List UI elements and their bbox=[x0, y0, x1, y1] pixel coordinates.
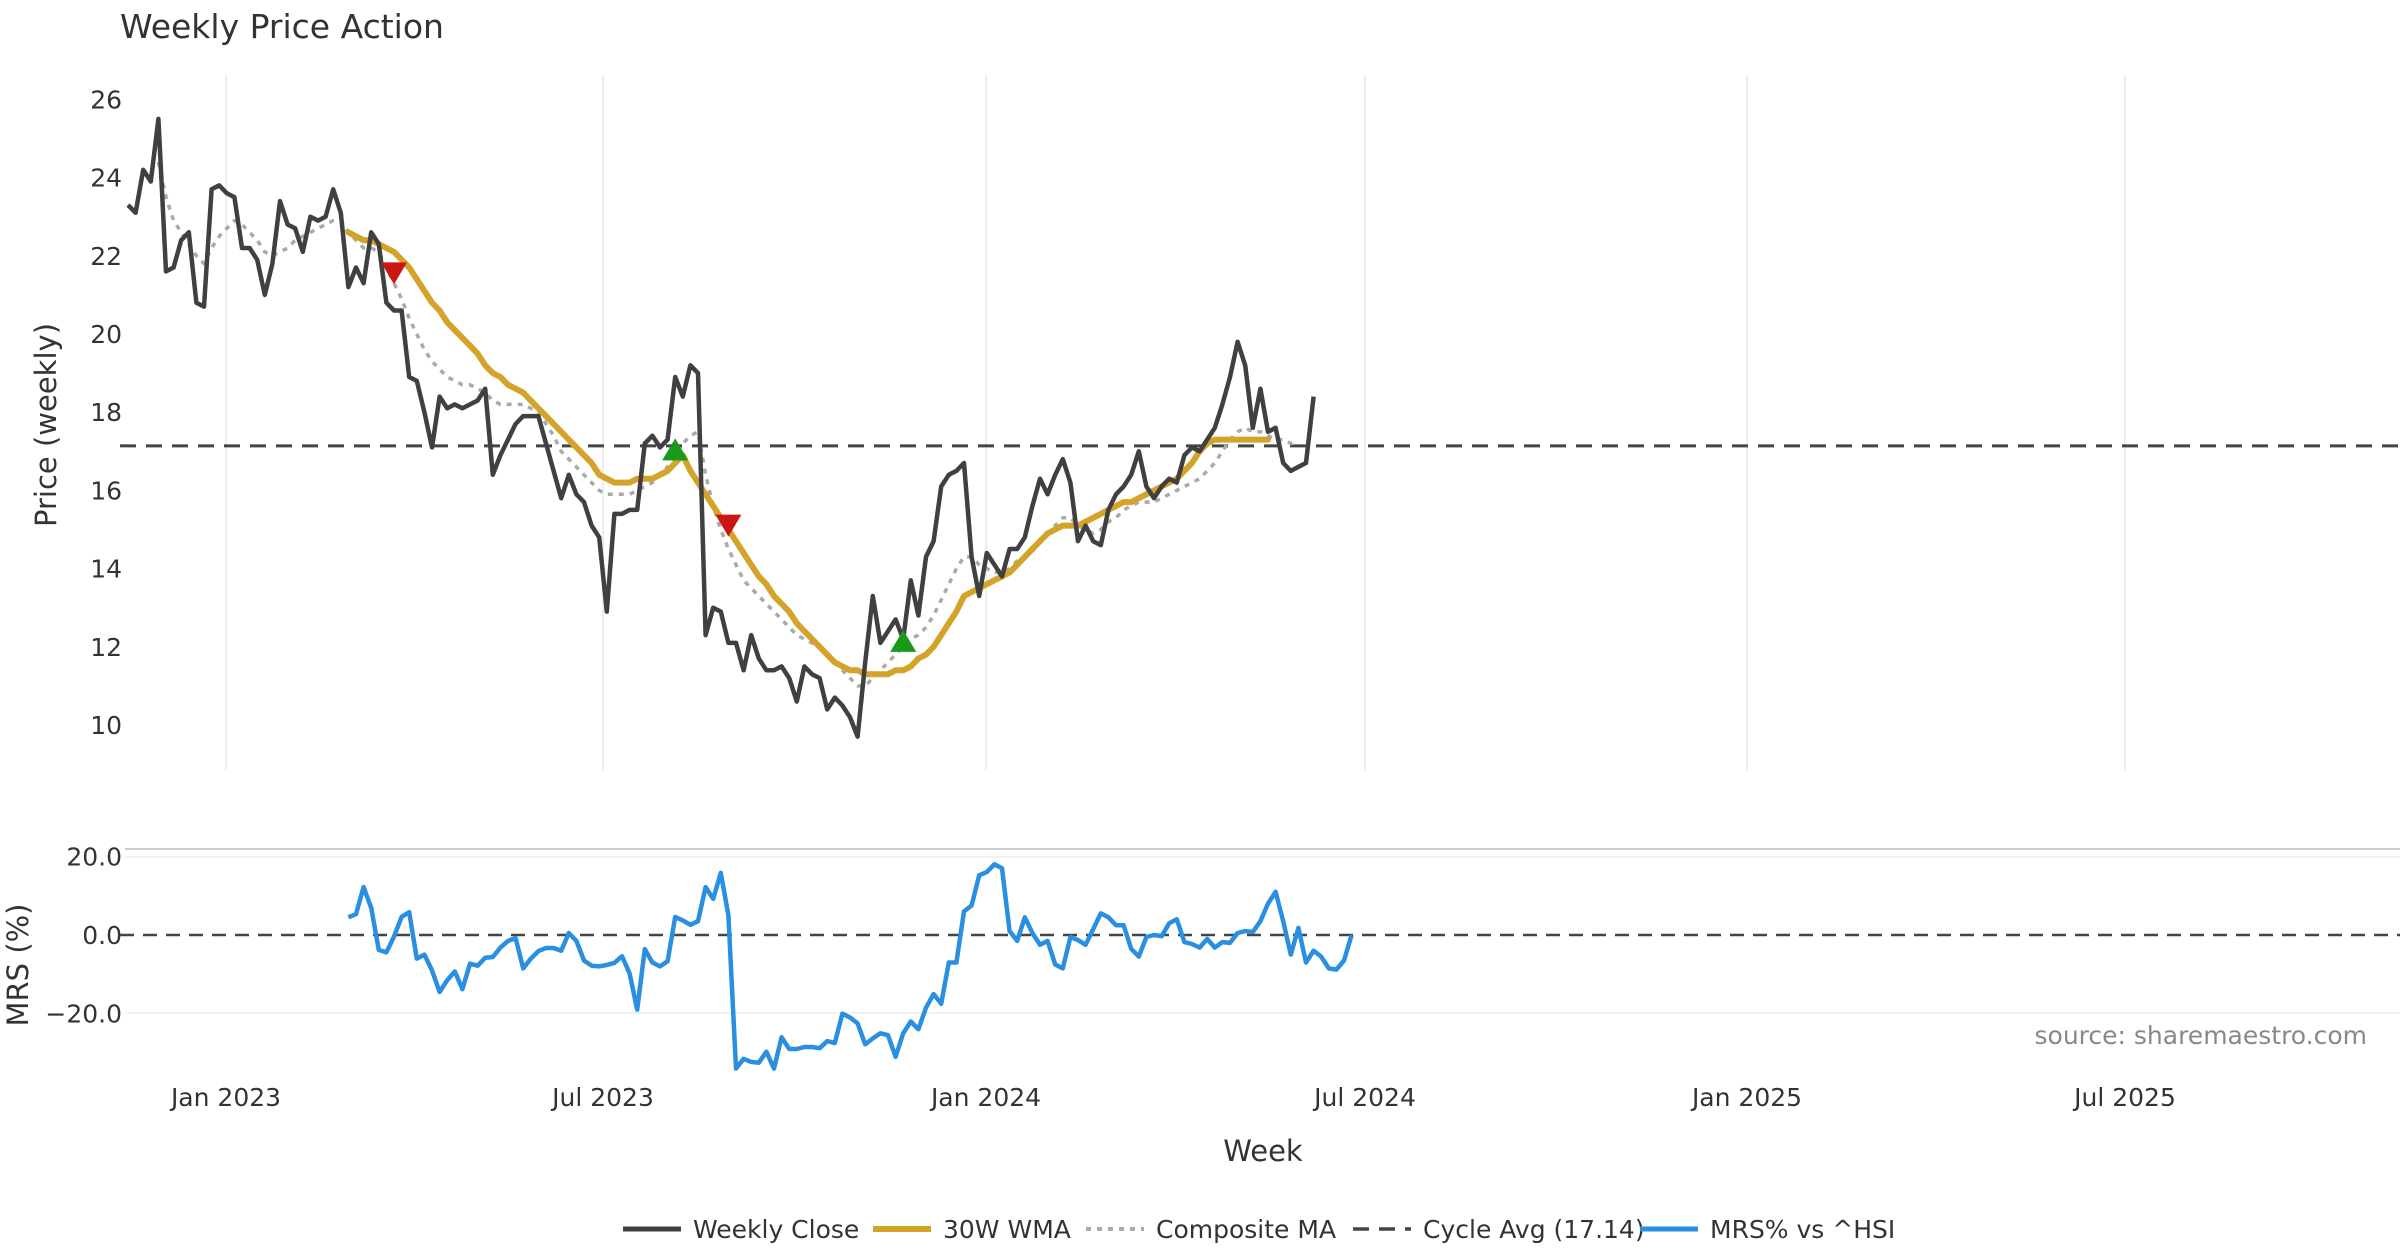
legend-label-4: MRS% vs ^HSI bbox=[1710, 1215, 1895, 1244]
price-y-tick-12: 12 bbox=[90, 633, 122, 662]
x-axis-ticks: Jan 2023 Jul 2023 Jan 2024 Jul 2024 Jan 2025… bbox=[169, 1083, 2176, 1112]
price-panel-grid bbox=[225, 75, 2126, 770]
mrs-y-axis-label: MRS (%) bbox=[1, 904, 35, 1027]
chart-title: Weekly Price Action bbox=[120, 7, 444, 46]
wma-30w-line bbox=[345, 229, 1271, 678]
mrs-line bbox=[347, 862, 1354, 1071]
mrs-series-group bbox=[120, 862, 2400, 1071]
legend-label-1: 30W WMA bbox=[943, 1215, 1071, 1244]
x-tick-4: Jan 2025 bbox=[1690, 1083, 1802, 1112]
price-series-group bbox=[126, 116, 1316, 739]
sell-signal-marker-0 bbox=[381, 262, 407, 285]
price-y-tick-22: 22 bbox=[90, 242, 122, 271]
legend: Weekly Close 30W WMA Composite MA Cycle Avg… bbox=[623, 1215, 1895, 1244]
mrs-y-tick-0: 20.0 bbox=[66, 842, 122, 871]
price-y-axis-label: Price (weekly) bbox=[29, 323, 63, 527]
mrs-y-ticks: 20.0 0.0 −20.0 bbox=[45, 842, 122, 1028]
mrs-panel-grid bbox=[125, 848, 2400, 1014]
x-tick-1: Jul 2023 bbox=[550, 1083, 654, 1112]
legend-label-0: Weekly Close bbox=[693, 1215, 859, 1244]
signal-markers bbox=[381, 262, 917, 652]
composite-ma-line bbox=[156, 161, 1299, 688]
legend-label-3: Cycle Avg (17.14) bbox=[1423, 1215, 1645, 1244]
price-y-tick-24: 24 bbox=[90, 164, 122, 193]
sell-signal-marker-2 bbox=[715, 514, 742, 537]
x-tick-5: Jul 2025 bbox=[2072, 1083, 2176, 1112]
price-y-tick-20: 20 bbox=[90, 320, 122, 349]
mrs-y-tick-2: −20.0 bbox=[45, 1000, 122, 1029]
price-y-ticks: 10 12 14 16 18 20 22 24 26 bbox=[90, 85, 122, 740]
price-y-tick-14: 14 bbox=[90, 555, 122, 584]
x-axis-label: Week bbox=[1223, 1134, 1303, 1168]
buy-signal-marker-1 bbox=[662, 438, 689, 461]
x-tick-3: Jul 2024 bbox=[1312, 1083, 1416, 1112]
source-note: source: sharemaestro.com bbox=[2035, 1021, 2368, 1050]
x-tick-0: Jan 2023 bbox=[169, 1083, 281, 1112]
x-tick-2: Jan 2024 bbox=[929, 1083, 1041, 1112]
price-y-tick-16: 16 bbox=[90, 476, 122, 505]
price-y-tick-10: 10 bbox=[90, 711, 122, 740]
weekly-close-line bbox=[126, 116, 1316, 739]
legend-label-2: Composite MA bbox=[1156, 1215, 1336, 1244]
price-y-tick-26: 26 bbox=[90, 85, 122, 114]
buy-signal-marker-3 bbox=[890, 629, 917, 652]
mrs-y-tick-1: 0.0 bbox=[82, 921, 122, 950]
price-y-tick-18: 18 bbox=[90, 398, 122, 427]
